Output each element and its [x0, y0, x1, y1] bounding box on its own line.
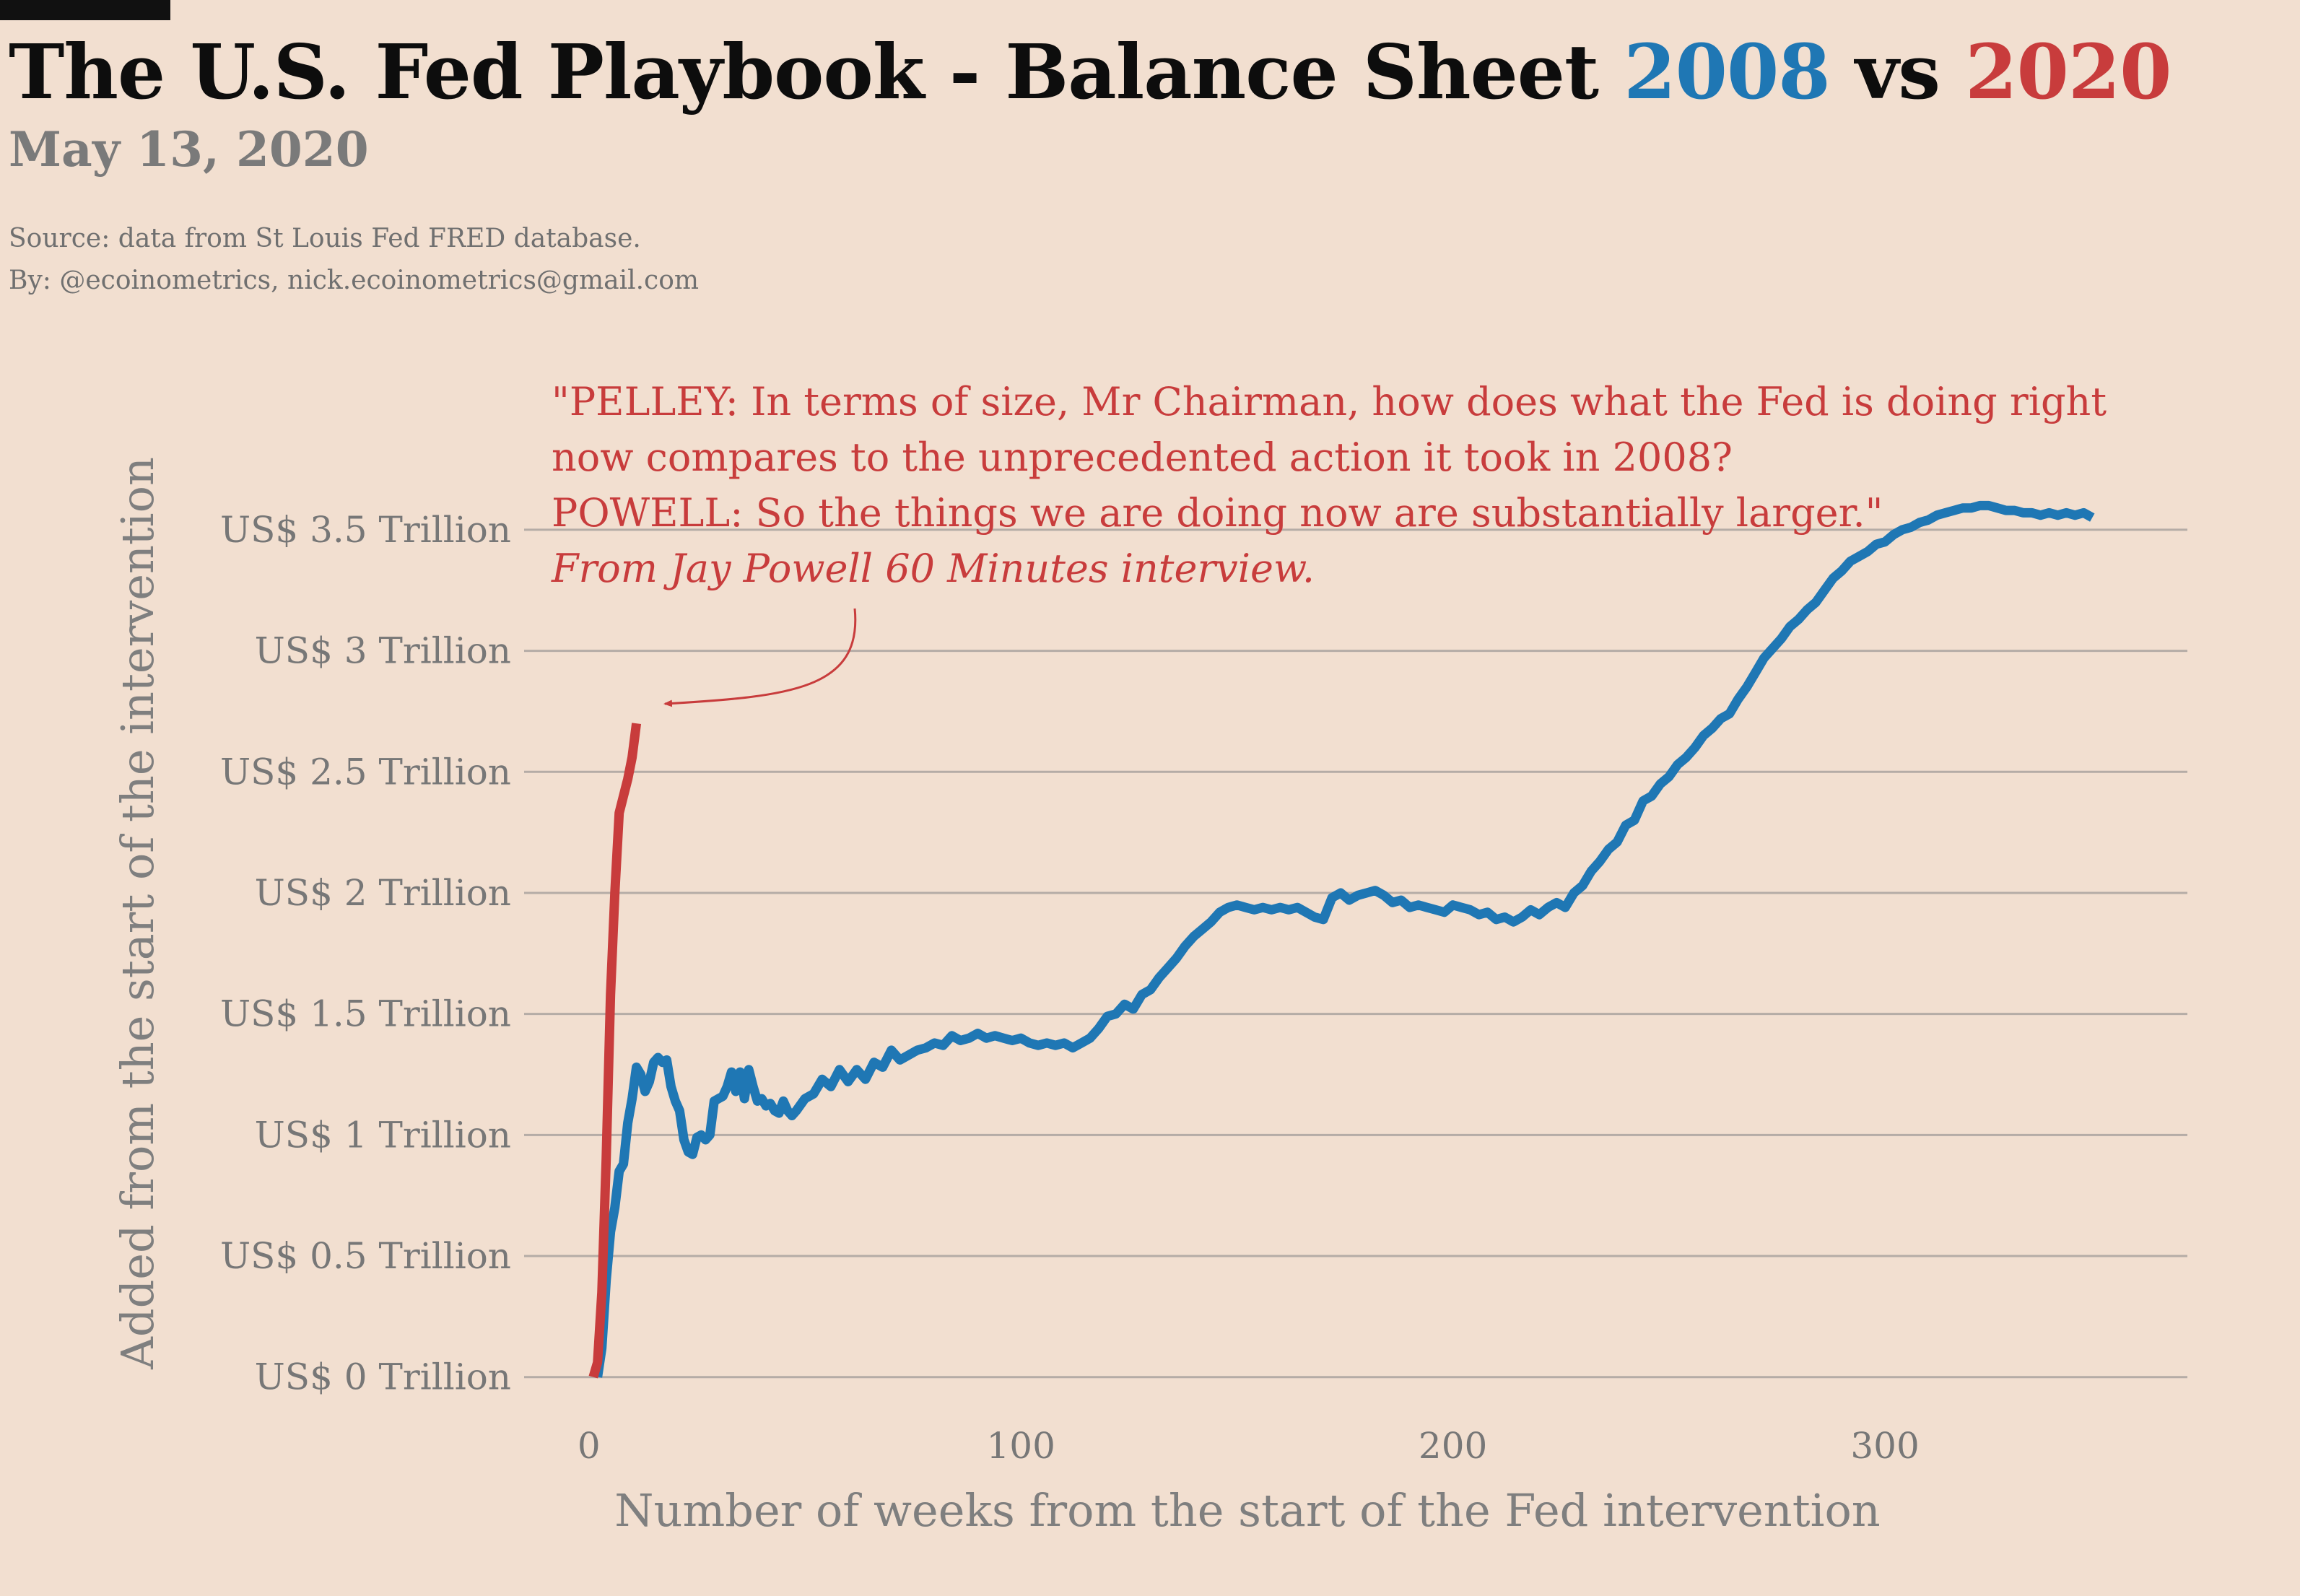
series-lines	[588, 500, 2095, 1379]
y-tick-label: US$ 1.5 Trillion	[220, 993, 511, 1035]
y-tick-label: US$ 3 Trillion	[255, 630, 511, 672]
top-accent-bar	[0, 0, 170, 20]
source-line-1: Source: data from St Louis Fed FRED data…	[9, 224, 641, 253]
chart-subtitle: May 13, 2020	[9, 121, 369, 178]
chart-title: The U.S. Fed Playbook - Balance Sheet 20…	[9, 27, 2172, 116]
gridlines	[524, 528, 2187, 1379]
source-note: Source: data from St Louis Fed FRED data…	[9, 218, 699, 302]
title-2020: 2020	[1965, 27, 2172, 116]
y-tick-label: US$ 2.5 Trillion	[220, 751, 511, 793]
title-vs: vs	[1855, 27, 1940, 116]
quote-line-2: now compares to the unprecedented action…	[552, 435, 1733, 480]
y-axis-title: Added from the start of the intervention	[111, 457, 164, 1370]
title-main: The U.S. Fed Playbook - Balance Sheet	[9, 27, 1599, 116]
annotation-arrow	[663, 608, 857, 707]
series-line-2020	[588, 723, 642, 1379]
x-tick-label: 0	[578, 1425, 601, 1467]
y-tick-labels: US$ 0 Trillion US$ 0.5 Trillion US$ 1 Tril…	[220, 509, 511, 1398]
title-2008: 2008	[1624, 27, 1830, 116]
x-tick-label: 100	[986, 1425, 1055, 1467]
x-axis-title: Number of weeks from the start of the Fe…	[614, 1484, 1880, 1537]
y-tick-label: US$ 2 Trillion	[255, 872, 511, 914]
quote-annotation: "PELLEY: In terms of size, Mr Chairman, …	[552, 374, 2107, 596]
y-tick-label: US$ 0.5 Trillion	[220, 1235, 511, 1277]
y-tick-label: US$ 0 Trillion	[255, 1356, 511, 1398]
x-tick-label: 300	[1850, 1425, 1919, 1467]
series-line-2008	[593, 500, 2095, 1378]
quote-line-1: "PELLEY: In terms of size, Mr Chairman, …	[552, 379, 2107, 424]
quote-line-3: POWELL: So the things we are doing now a…	[552, 490, 1883, 536]
y-tick-label: US$ 1 Trillion	[255, 1114, 511, 1156]
x-tick-label: 200	[1419, 1425, 1487, 1467]
y-tick-label: US$ 3.5 Trillion	[220, 509, 511, 551]
source-line-2: By: @ecoinometrics, nick.ecoinometrics@g…	[9, 266, 700, 295]
quote-attribution: From Jay Powell 60 Minutes interview.	[552, 546, 1315, 591]
x-tick-labels: 0 100 200 300	[578, 1425, 1920, 1467]
